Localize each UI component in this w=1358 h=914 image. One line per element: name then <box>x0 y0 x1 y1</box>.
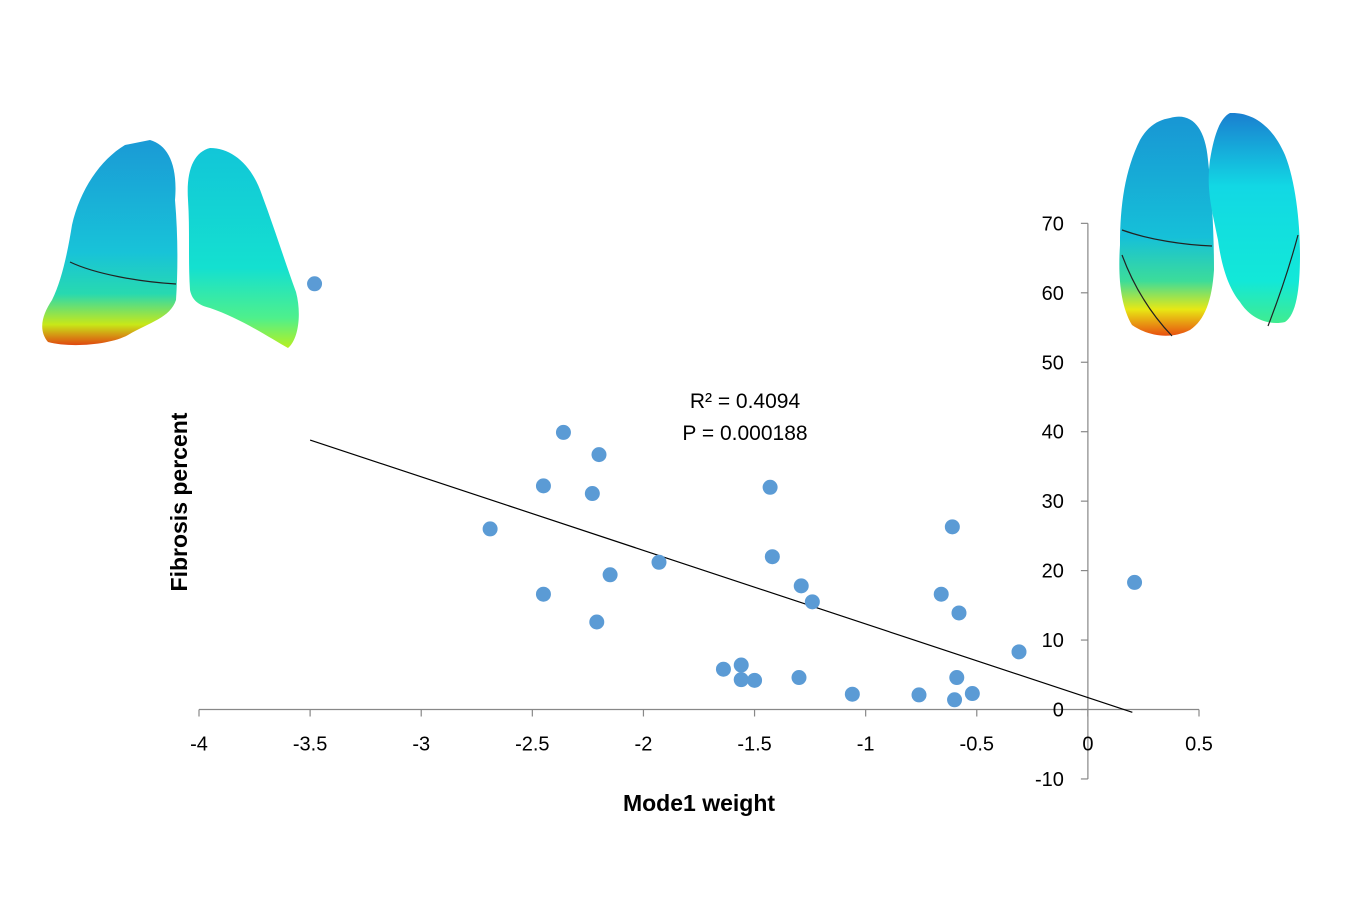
data-point <box>584 486 600 502</box>
data-point <box>793 578 809 594</box>
y-tick-label: 40 <box>1042 422 1064 444</box>
data-point <box>555 424 571 440</box>
x-tick-label: -2.5 <box>515 734 549 756</box>
r-squared-annotation: R² = 0.4094 <box>690 390 801 413</box>
data-point <box>762 479 778 495</box>
data-point <box>844 686 860 702</box>
data-point <box>535 478 551 494</box>
x-tick-label: -1.5 <box>737 734 771 756</box>
data-points <box>307 276 1143 708</box>
data-point <box>764 549 780 565</box>
data-point <box>911 687 927 703</box>
data-point <box>933 586 949 602</box>
x-tick-label: -0.5 <box>960 734 994 756</box>
x-tick-label: -2 <box>635 734 653 756</box>
p-value-annotation: P = 0.000188 <box>682 422 807 445</box>
data-point <box>791 670 807 686</box>
trendline <box>309 439 1133 713</box>
x-tick-label: -3.5 <box>293 734 327 756</box>
axes: -4 -3.5 -3 -2.5 -2 -1.5 -1 -0.5 0 0.5 -10 0 10 20 30 40… <box>190 213 1213 791</box>
y-tick-label: 10 <box>1042 630 1064 652</box>
data-point <box>944 519 960 535</box>
data-point <box>1127 574 1143 590</box>
x-tick-label: 0.5 <box>1185 734 1213 756</box>
data-point <box>589 614 605 630</box>
y-axis-title: Fibrosis percent <box>166 412 192 591</box>
data-point <box>733 672 749 688</box>
lung-mesh-right-icon <box>1119 112 1300 337</box>
lung-mesh-left-icon <box>42 140 299 348</box>
data-point <box>947 692 963 708</box>
x-tick-label: -4 <box>190 734 208 756</box>
data-point <box>733 657 749 673</box>
data-point <box>747 672 763 688</box>
y-tick-label: 20 <box>1042 561 1064 583</box>
data-point <box>1011 644 1027 660</box>
data-point <box>715 661 731 677</box>
data-point <box>535 586 551 602</box>
data-point <box>949 670 965 686</box>
data-point <box>951 605 967 621</box>
x-axis-title: Mode1 weight <box>623 790 775 816</box>
y-tick-label: 70 <box>1042 213 1064 235</box>
data-point <box>651 554 667 570</box>
x-tick-label: -3 <box>412 734 430 756</box>
data-point <box>482 521 498 537</box>
data-point <box>602 567 618 583</box>
x-tick-label: 0 <box>1082 734 1093 756</box>
y-tick-label: -10 <box>1035 769 1064 791</box>
y-tick-label: 60 <box>1042 283 1064 305</box>
data-point <box>964 686 980 702</box>
data-point <box>307 276 323 292</box>
trendline-group <box>309 439 1133 713</box>
y-tick-label: 50 <box>1042 352 1064 374</box>
data-point <box>804 594 820 610</box>
x-tick-label: -1 <box>857 734 875 756</box>
data-point <box>591 447 607 463</box>
y-tick-label: 30 <box>1042 491 1064 513</box>
y-tick-label: 0 <box>1053 700 1064 722</box>
